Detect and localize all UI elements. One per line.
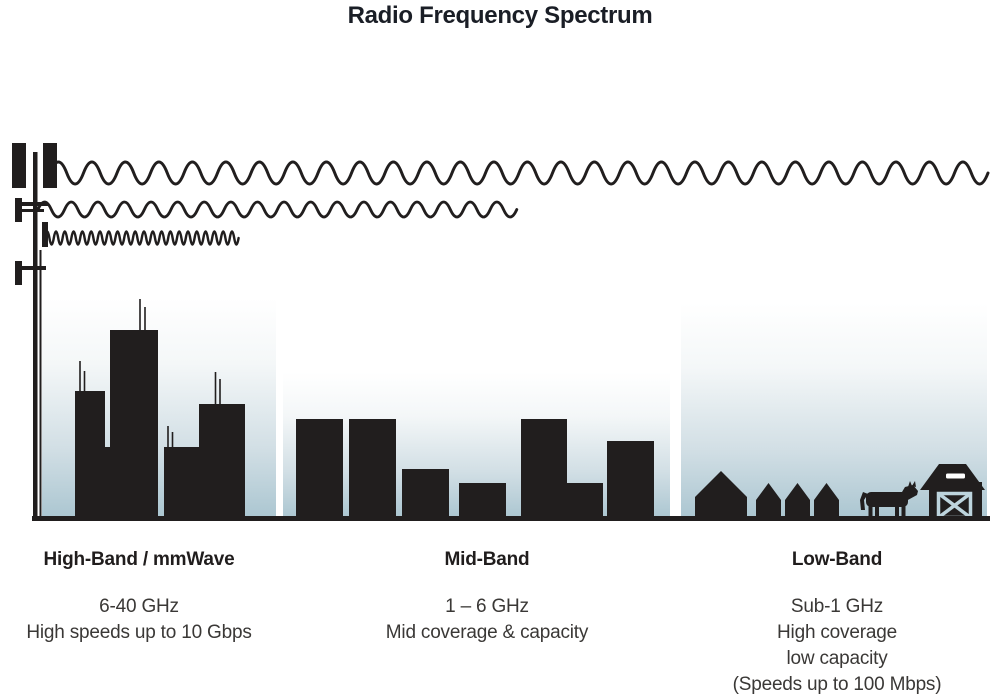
tower-part — [19, 266, 46, 270]
cow-part — [860, 492, 868, 510]
tower-part — [15, 198, 22, 222]
band-label-mid: Mid-Band 1 – 6 GHz Mid coverage & capaci… — [327, 549, 647, 646]
tower-part — [12, 143, 26, 188]
tower-part — [39, 250, 42, 520]
band-title-low: Low-Band — [791, 549, 883, 570]
tower-part — [15, 261, 22, 285]
building — [402, 469, 449, 520]
city-skyline-high-band — [75, 299, 245, 520]
band-detail-low-coverage: High coverage — [777, 622, 897, 643]
band-label-low: Low-Band Sub-1 GHz High coverage low cap… — [677, 549, 997, 698]
band-title-mid: Mid-Band — [444, 549, 530, 570]
cow-part — [899, 485, 918, 501]
building — [296, 419, 343, 520]
page-title: Radio Frequency Spectrum — [347, 2, 653, 29]
building — [607, 441, 654, 520]
band-detail-high-speed: High speeds up to 10 Gbps — [26, 622, 252, 643]
cow-icon — [860, 481, 918, 518]
cow-part — [908, 481, 912, 487]
building — [567, 483, 603, 520]
town-skyline-mid-band — [296, 419, 654, 520]
building — [349, 419, 396, 520]
band-label-high: High-Band / mmWave 6-40 GHz High speeds … — [0, 549, 299, 646]
cow-part — [912, 481, 916, 487]
building — [75, 391, 105, 520]
tower-part — [19, 202, 48, 206]
band-detail-high-freq: 6-40 GHz — [99, 596, 179, 617]
building — [110, 330, 158, 520]
band-title-high: High-Band / mmWave — [43, 549, 235, 570]
cow-part — [866, 492, 908, 507]
band-detail-low-capacity: low capacity — [786, 648, 888, 669]
house — [785, 483, 810, 520]
building — [164, 447, 199, 520]
band-detail-mid-freq: 1 – 6 GHz — [445, 596, 529, 617]
building — [105, 447, 110, 520]
cow-part — [868, 504, 873, 518]
building — [521, 419, 567, 520]
rural-scene-low-band — [695, 464, 985, 520]
barn-door-crossbuck — [937, 492, 972, 519]
cow-part — [901, 504, 906, 518]
building — [459, 483, 506, 520]
cell-tower-icon — [12, 143, 57, 520]
band-detail-mid-coverage: Mid coverage & capacity — [385, 622, 589, 643]
cow-part — [875, 504, 879, 518]
barn-loft-vent — [946, 473, 965, 479]
tower-part — [43, 143, 57, 188]
barn-icon — [920, 464, 985, 520]
cow-part — [895, 504, 899, 518]
radio-wave-mid-band — [36, 200, 519, 219]
building — [199, 404, 245, 520]
house — [695, 471, 747, 520]
radio-wave-low-band — [48, 160, 990, 186]
tower-part — [33, 152, 38, 520]
radio-wave-high-band — [43, 230, 240, 246]
band-detail-low-freq: Sub-1 GHz — [790, 596, 884, 617]
house — [814, 483, 839, 520]
tower-part — [42, 222, 48, 247]
band-detail-low-speed: (Speeds up to 100 Mbps) — [732, 674, 942, 695]
house — [756, 483, 781, 520]
ground-line — [32, 516, 990, 521]
tower-part — [19, 209, 44, 212]
